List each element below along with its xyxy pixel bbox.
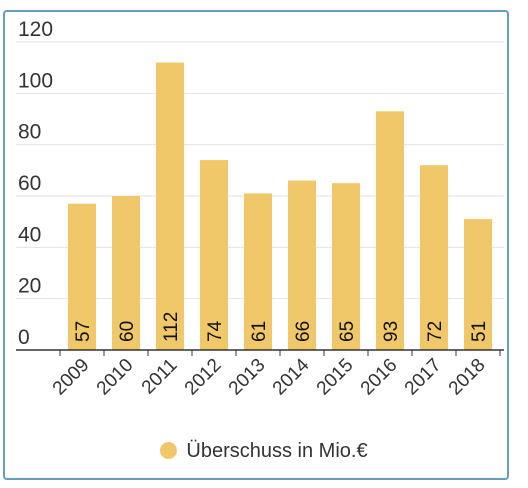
bar <box>376 111 404 350</box>
y-tick-label: 0 <box>18 326 30 349</box>
x-tick-label: 2018 <box>445 355 490 400</box>
bar <box>332 183 360 350</box>
legend-label: Überschuss in Mio.€ <box>186 440 368 462</box>
x-tick-label: 2009 <box>49 355 94 400</box>
x-tick-label: 2014 <box>269 354 314 399</box>
y-tick-label: 40 <box>18 223 41 246</box>
x-tick-label: 2013 <box>225 355 270 400</box>
bar <box>464 219 492 350</box>
bar-value-label: 60 <box>117 321 138 342</box>
bar-chart: 0 20 40 60 80 100 120 57 60 112 74 61 66 65 93 72 51 20… <box>16 18 504 399</box>
bar-value-label: 112 <box>161 312 182 342</box>
y-tick-label: 60 <box>18 172 41 195</box>
bar <box>200 160 228 350</box>
bar <box>288 180 316 350</box>
y-tick-label: 80 <box>18 121 41 144</box>
x-axis <box>16 349 504 356</box>
bar-value-label: 66 <box>293 321 314 342</box>
bar-value-label: 61 <box>249 321 270 342</box>
bars <box>68 62 492 351</box>
x-tick-label: 2011 <box>138 355 182 399</box>
bar-value-label: 65 <box>337 321 358 342</box>
y-tick-label: 100 <box>18 69 53 92</box>
x-tick-label: 2015 <box>313 355 358 400</box>
bar <box>156 62 184 351</box>
bar-value-label: 72 <box>425 321 446 342</box>
bar-value-label: 93 <box>381 321 402 342</box>
bar <box>420 165 448 350</box>
bar-value-labels: 57 60 112 74 61 66 65 93 72 51 <box>73 312 490 342</box>
x-tick-label: 2016 <box>357 355 402 400</box>
bar-value-label: 74 <box>205 320 226 342</box>
legend-swatch <box>160 442 178 459</box>
x-axis-tick-labels: 2009 2010 2011 2012 2013 2014 2015 2016 2017 2018 <box>49 354 490 399</box>
bar <box>112 196 140 350</box>
y-tick-label: 20 <box>18 275 41 298</box>
x-tick-label: 2010 <box>93 355 138 400</box>
x-tick-label: 2017 <box>401 355 446 400</box>
x-tick-label: 2012 <box>181 355 226 400</box>
bar-value-label: 51 <box>469 321 490 342</box>
legend: Überschuss in Mio.€ <box>0 440 528 463</box>
bar-value-label: 57 <box>73 321 94 342</box>
y-tick-label: 120 <box>18 18 53 41</box>
bar <box>68 203 96 350</box>
y-axis-tick-labels: 0 20 40 60 80 100 120 <box>18 18 53 349</box>
bar <box>244 193 272 350</box>
